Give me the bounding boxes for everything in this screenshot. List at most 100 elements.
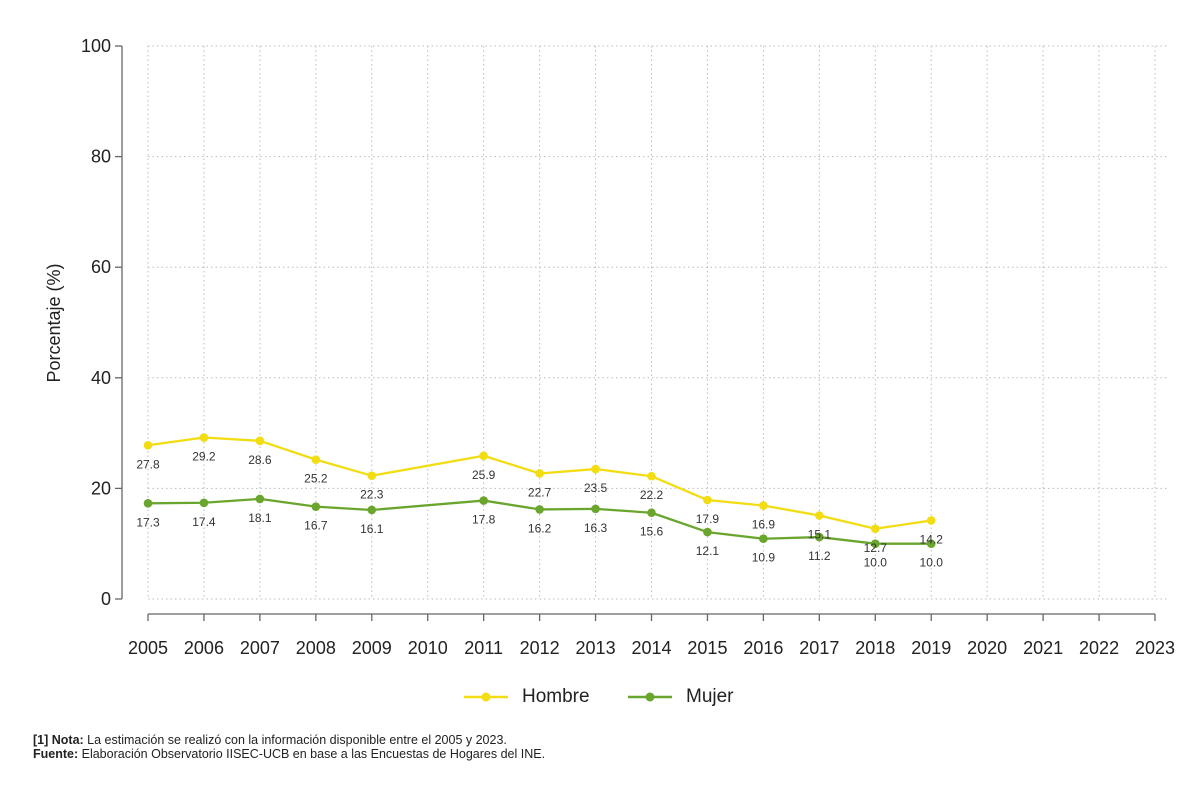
point-hombre-2008 (311, 455, 321, 464)
x-tick-label-2023: 2023 (1135, 638, 1175, 658)
point-hombre-2011 (479, 451, 488, 461)
data-label-mujer-2017: 11.2 (808, 549, 831, 563)
x-tick-label-2012: 2012 (520, 638, 560, 658)
point-hombre-2007 (255, 436, 265, 446)
y-tick-label-100: 100 (81, 36, 111, 56)
x-tick-label-2016: 2016 (743, 638, 783, 658)
grid-lines (147, 45, 1167, 600)
point-hombre-2012 (535, 469, 544, 478)
x-tick-label-2006: 2006 (184, 638, 224, 658)
x-tick-label-2013: 2013 (576, 638, 616, 658)
data-label-mujer-2008: 16.7 (304, 519, 328, 533)
x-tick-label-2009: 2009 (352, 638, 392, 658)
x-tick-label-2018: 2018 (855, 638, 895, 658)
data-label-hombre-2018: 12.7 (864, 541, 888, 555)
note-line: [1] Nota: La estimación se realizó con l… (33, 733, 545, 747)
series-line-mujer (147, 497, 932, 545)
point-hombre-2009 (367, 471, 377, 480)
point-mujer-2009 (367, 505, 377, 515)
x-tick-label-2019: 2019 (911, 638, 951, 658)
data-label-hombre-2017: 15.1 (808, 527, 832, 541)
x-tick-label-2015: 2015 (687, 638, 727, 658)
legend-label-mujer: Mujer (686, 686, 734, 707)
line-chart: 0 20 40 60 80 100 2005 2006 2007 2008 2009 2010 2011… (44, 36, 1175, 658)
x-tick-label-2011: 2011 (464, 638, 503, 658)
data-label-hombre-2009: 22.3 (360, 488, 384, 502)
legend: Hombre Mujer (0, 682, 1200, 712)
data-labels: 27.8 29.2 28.6 25.2 22.3 25.9 22.7 23.5 22.2 17.9… (136, 450, 943, 570)
x-tick-label-2010: 2010 (408, 638, 448, 658)
x-tick-label-2007: 2007 (240, 638, 280, 658)
data-label-hombre-2013: 23.5 (584, 481, 608, 495)
data-label-mujer-2013: 16.3 (584, 521, 608, 535)
point-hombre-2006 (199, 433, 209, 442)
data-label-mujer-2005: 17.3 (136, 515, 160, 529)
point-mujer-2007 (255, 494, 265, 504)
source-label: Fuente: (33, 747, 79, 761)
point-mujer-2017 (815, 532, 824, 542)
data-label-hombre-2011: 25.9 (472, 468, 496, 482)
data-label-hombre-2012: 22.7 (528, 485, 552, 499)
legend-swatch-hombre (464, 692, 508, 702)
point-mujer-2005 (143, 499, 153, 508)
source-text: Elaboración Observatorio IISEC-UCB en ba… (78, 747, 546, 761)
data-label-hombre-2006: 29.2 (192, 450, 216, 464)
legend-item-hombre: Hombre (464, 682, 590, 712)
point-mujer-2015 (703, 527, 712, 537)
point-hombre-2017 (815, 511, 824, 520)
data-label-hombre-2005: 27.8 (136, 457, 160, 471)
point-mujer-2008 (311, 502, 321, 511)
data-label-mujer-2016: 10.9 (752, 551, 776, 565)
note-text: La estimación se realizó con la informac… (83, 733, 507, 747)
point-mujer-2013 (591, 504, 600, 514)
source-line: Fuente: Elaboración Observatorio IISEC-U… (33, 747, 545, 761)
point-mujer-2019 (926, 539, 936, 548)
data-label-hombre-2014: 22.2 (640, 488, 664, 502)
x-tick-label-2020: 2020 (967, 638, 1007, 658)
x-tick-label-2005: 2005 (128, 638, 168, 658)
data-label-mujer-2011: 17.8 (472, 513, 496, 527)
data-label-hombre-2007: 28.6 (248, 453, 272, 467)
data-label-mujer-2014: 15.6 (640, 525, 664, 539)
y-tick-label-0: 0 (101, 589, 111, 609)
data-label-mujer-2006: 17.4 (192, 515, 216, 529)
data-label-mujer-2015: 12.1 (696, 544, 720, 558)
legend-swatch-mujer (628, 692, 672, 702)
legend-label-hombre: Hombre (522, 686, 590, 707)
point-hombre-2018 (870, 524, 880, 534)
data-label-hombre-2019: 14.2 (920, 532, 944, 546)
point-mujer-2006 (199, 498, 209, 508)
x-tick-label-2021: 2021 (1023, 638, 1063, 658)
note-label: [1] Nota: (33, 733, 84, 747)
point-hombre-2015 (703, 495, 712, 505)
series-line-hombre (147, 436, 932, 530)
data-label-mujer-2009: 16.1 (360, 522, 384, 536)
data-label-mujer-2019: 10.0 (920, 556, 944, 570)
point-hombre-2019 (926, 516, 936, 525)
data-label-mujer-2018: 10.0 (864, 556, 888, 570)
point-mujer-2012 (535, 505, 544, 514)
y-tick-label-20: 20 (91, 478, 111, 498)
point-mujer-2016 (759, 534, 768, 544)
data-label-hombre-2015: 17.9 (696, 512, 720, 526)
point-hombre-2005 (143, 440, 153, 450)
x-tick-label-2017: 2017 (799, 638, 839, 658)
y-tick-label-80: 80 (91, 147, 111, 167)
point-mujer-2014 (647, 508, 656, 518)
data-label-hombre-2016: 16.9 (752, 518, 776, 532)
y-tick-label-40: 40 (91, 368, 111, 388)
series-group (143, 433, 936, 548)
x-tick-label-2014: 2014 (631, 638, 671, 658)
x-tick-label-2022: 2022 (1079, 638, 1119, 658)
y-axis-label: Porcentaje (%) (44, 263, 64, 382)
point-hombre-2016 (759, 501, 768, 510)
data-label-mujer-2007: 18.1 (248, 511, 272, 525)
x-tick-label-2008: 2008 (296, 638, 336, 658)
axes: 0 20 40 60 80 100 2005 2006 2007 2008 2009 2010 2011… (81, 36, 1175, 658)
y-tick-label-60: 60 (91, 257, 111, 277)
point-hombre-2014 (647, 471, 656, 481)
data-label-hombre-2008: 25.2 (304, 472, 328, 486)
legend-item-mujer: Mujer (628, 682, 734, 712)
point-hombre-2013 (591, 464, 600, 474)
point-mujer-2011 (479, 496, 488, 505)
